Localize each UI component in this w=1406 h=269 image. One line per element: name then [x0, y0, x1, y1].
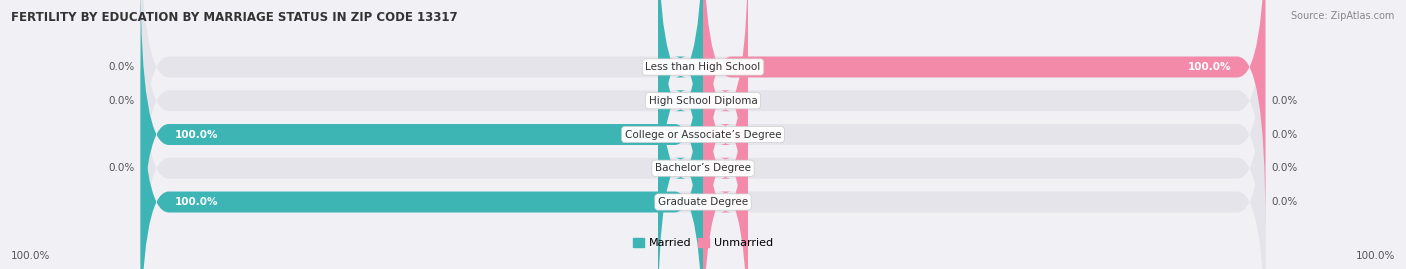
FancyBboxPatch shape [141, 0, 1265, 269]
FancyBboxPatch shape [141, 44, 703, 269]
Text: 0.0%: 0.0% [108, 96, 135, 106]
Text: 100.0%: 100.0% [174, 129, 218, 140]
FancyBboxPatch shape [141, 10, 1265, 269]
Text: 100.0%: 100.0% [1188, 62, 1232, 72]
FancyBboxPatch shape [141, 0, 1265, 259]
FancyBboxPatch shape [658, 0, 703, 259]
FancyBboxPatch shape [703, 44, 748, 269]
Text: Source: ZipAtlas.com: Source: ZipAtlas.com [1291, 11, 1395, 21]
Text: 0.0%: 0.0% [1271, 197, 1298, 207]
Text: High School Diploma: High School Diploma [648, 96, 758, 106]
Text: Graduate Degree: Graduate Degree [658, 197, 748, 207]
Text: 0.0%: 0.0% [1271, 129, 1298, 140]
FancyBboxPatch shape [658, 10, 703, 269]
Text: 0.0%: 0.0% [1271, 163, 1298, 173]
Text: Bachelor’s Degree: Bachelor’s Degree [655, 163, 751, 173]
FancyBboxPatch shape [703, 0, 748, 269]
FancyBboxPatch shape [658, 0, 703, 225]
Text: 0.0%: 0.0% [108, 62, 135, 72]
Text: 0.0%: 0.0% [108, 163, 135, 173]
Text: College or Associate’s Degree: College or Associate’s Degree [624, 129, 782, 140]
FancyBboxPatch shape [703, 0, 1265, 225]
Legend: Married, Unmarried: Married, Unmarried [628, 233, 778, 253]
FancyBboxPatch shape [703, 10, 748, 269]
FancyBboxPatch shape [141, 0, 703, 269]
FancyBboxPatch shape [141, 0, 1265, 225]
Text: 100.0%: 100.0% [11, 251, 51, 261]
Text: 100.0%: 100.0% [1355, 251, 1395, 261]
Text: 100.0%: 100.0% [174, 197, 218, 207]
FancyBboxPatch shape [141, 44, 1265, 269]
Text: 0.0%: 0.0% [1271, 96, 1298, 106]
Text: FERTILITY BY EDUCATION BY MARRIAGE STATUS IN ZIP CODE 13317: FERTILITY BY EDUCATION BY MARRIAGE STATU… [11, 11, 458, 24]
FancyBboxPatch shape [703, 0, 748, 259]
Text: Less than High School: Less than High School [645, 62, 761, 72]
